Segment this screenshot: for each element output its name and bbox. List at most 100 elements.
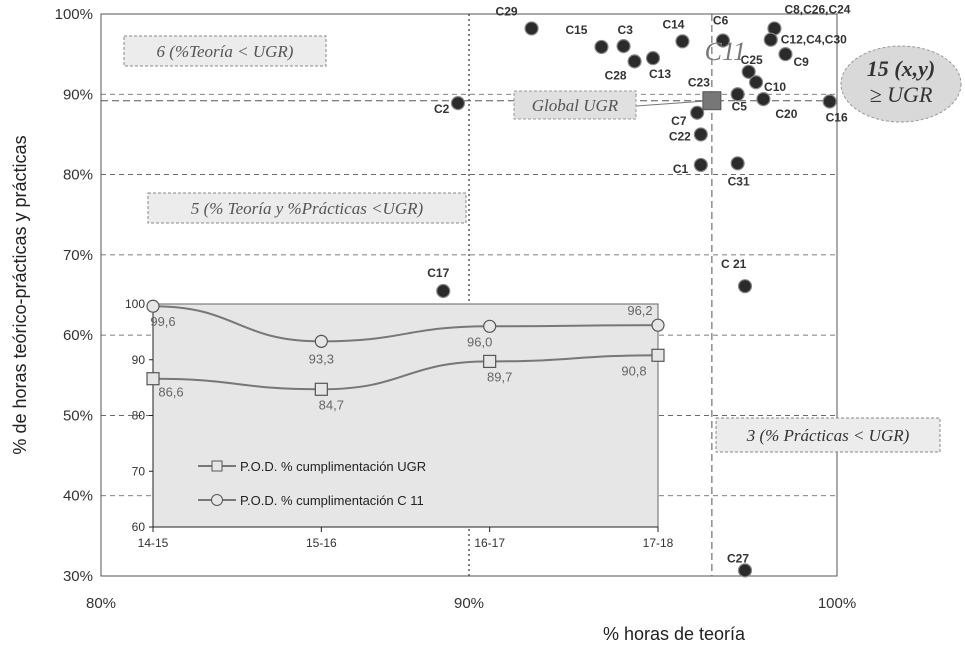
inset-x-tick-label: 17-18 <box>643 536 674 550</box>
zone15-line2: ≥ UGR <box>870 82 933 107</box>
point-label: C28 <box>605 68 627 82</box>
scatter-point <box>690 105 705 120</box>
point-label: C5 <box>732 99 748 113</box>
scatter-point <box>756 92 771 107</box>
scatter-point <box>594 39 609 55</box>
inset-value-label: 96,2 <box>627 303 652 318</box>
inset-series: 86,6 84,7 89,7 90,8 99,6 93,3 96,0 96,2 <box>146 299 665 412</box>
inset-marker-circle <box>651 318 665 332</box>
global-label-box <box>513 90 637 120</box>
scatter-point <box>616 39 631 54</box>
legend-ugr-label: P.O.D. % cumplimentación UGR <box>240 459 426 474</box>
y-tick-label: 30% <box>63 568 93 585</box>
point-label: C17 <box>427 266 449 280</box>
point-label: C27 <box>727 551 749 565</box>
point-label: C16 <box>826 111 848 125</box>
inset-marker-square <box>483 354 497 369</box>
point-label: C31 <box>728 174 750 188</box>
global-callout-line <box>635 100 707 107</box>
zone6-box <box>123 35 327 67</box>
point-label: C29 <box>496 4 518 18</box>
y-tick-label: 100% <box>55 6 93 23</box>
inset-value-label: 96,0 <box>467 334 492 349</box>
inset-value-label: 99,6 <box>150 314 175 329</box>
inset-y-tick-label: 60 <box>132 520 146 534</box>
scatter-point <box>715 33 731 48</box>
point-label: C14 <box>662 17 684 31</box>
x-axis-ticks: 80% 90% 100% <box>86 595 856 612</box>
point-label: C7 <box>671 114 687 128</box>
scatter-point <box>693 127 708 142</box>
scatter-point <box>763 32 778 47</box>
y-tick-label: 90% <box>63 86 93 103</box>
x-tick-label: 80% <box>86 595 116 612</box>
inset-series-line <box>152 354 659 391</box>
scatter-point <box>645 51 661 66</box>
point-label: C10 <box>764 80 786 94</box>
y-tick-label: 80% <box>63 167 93 184</box>
point-label: C3 <box>618 23 634 37</box>
scatter-point <box>822 94 837 109</box>
scatter-point <box>737 279 753 294</box>
scatter-points: C29 C15 C3 C28 C13 C14 C6 C8,C26,C24 C12,C4,C30 C… <box>427 2 851 578</box>
y-tick-label: 60% <box>63 327 93 344</box>
point-label: C8,C26,C24 <box>784 2 850 16</box>
inset-chart: 60 70 80 90 100 14-15 15-16 16-17 17-18 86,6 84,… <box>125 297 674 550</box>
zone15-ellipse <box>840 45 962 123</box>
point-label: C6 <box>713 13 729 27</box>
inset-plot-area <box>152 303 659 528</box>
inset-x-tick-label: 16-17 <box>474 536 505 550</box>
point-label: C9 <box>793 55 809 69</box>
scatter-point <box>778 47 793 62</box>
global-label: Global UGR <box>532 96 619 115</box>
zone5-box <box>147 192 467 224</box>
legend-c11-marker <box>211 494 223 506</box>
point-label: C25 <box>741 53 763 67</box>
y-tick-label: 40% <box>63 488 93 505</box>
zone3-box <box>715 417 941 453</box>
inset-y-tick-label: 70 <box>132 464 146 478</box>
scatter-point <box>627 54 642 69</box>
scatter-point <box>730 87 745 102</box>
zone6-label: 6 (%Teoría < UGR) <box>157 42 294 61</box>
scatter-point <box>450 96 466 111</box>
inset-value-label: 89,7 <box>487 369 512 384</box>
point-label: C15 <box>565 23 587 37</box>
inset-value-label: 84,7 <box>319 397 344 412</box>
point-label: C 21 <box>721 257 747 271</box>
inset-value-label: 86,6 <box>158 385 183 400</box>
inset-marker-circle <box>483 319 497 333</box>
inset-marker-square <box>651 348 665 362</box>
inset-marker-circle <box>146 299 160 313</box>
x-tick-label: 100% <box>818 595 856 612</box>
y-tick-label: 50% <box>63 407 93 424</box>
inset-y-tick-label: 100 <box>125 297 145 311</box>
scatter-point <box>741 64 756 79</box>
inset-value-label: 93,3 <box>309 351 334 366</box>
global-marker <box>702 91 722 111</box>
global-marker-group: C23 <box>688 76 722 111</box>
inset-marker-square <box>146 372 160 386</box>
scatter-point <box>737 563 753 578</box>
inset-x-tick-label: 15-16 <box>306 536 337 550</box>
point-label: C2 <box>434 102 450 116</box>
y-axis-ticks: 30% 40% 50% 60% 70% 80% 90% 100% <box>55 6 93 585</box>
point-label: C20 <box>775 107 797 121</box>
zone3-label: 3 (% Prácticas < UGR) <box>746 426 910 445</box>
inset-series-line <box>152 305 659 343</box>
global-marker-label: C23 <box>688 76 710 90</box>
inset-marker-circle <box>314 334 328 348</box>
x-axis-title: % horas de teoría <box>603 624 746 644</box>
scatter-point <box>693 157 708 173</box>
point-label: C22 <box>669 129 691 143</box>
point-label: C13 <box>649 67 671 81</box>
inset-x-tick-label: 14-15 <box>138 536 169 550</box>
inset-legend: P.O.D. % cumplimentación UGR P.O.D. % cu… <box>198 459 426 508</box>
point-label: C12,C4,C30 <box>781 33 847 47</box>
inset-value-label: 90,8 <box>621 363 646 378</box>
scatter-point <box>675 34 690 49</box>
x-tick-label: 90% <box>454 595 484 612</box>
zone15-line1: 15 (x,y) <box>867 56 935 81</box>
inset-y-ticks: 60 70 80 90 100 <box>125 297 153 534</box>
